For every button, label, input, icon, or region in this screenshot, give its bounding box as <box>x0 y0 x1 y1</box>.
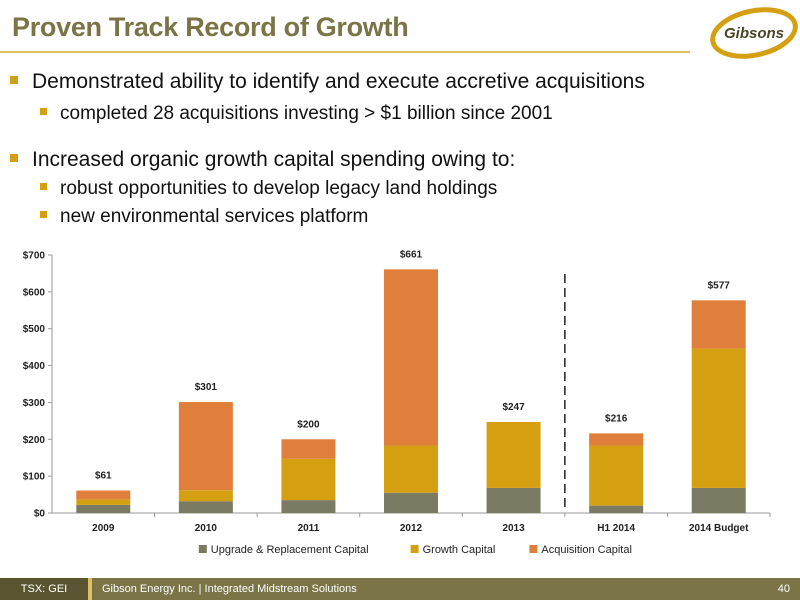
bullet-text: robust opportunities to develop legacy l… <box>60 178 498 199</box>
x-tick-label: 2013 <box>502 523 525 534</box>
bar-segment <box>281 439 336 459</box>
footer-divider <box>88 578 92 600</box>
bar-segment <box>384 445 438 493</box>
bullet-item: Demonstrated ability to identify and exe… <box>10 70 645 94</box>
legend-swatch <box>410 545 419 553</box>
y-tick-label: $200 <box>23 435 46 446</box>
y-tick-label: $100 <box>23 472 46 483</box>
sub-bullet-item: robust opportunities to develop legacy l… <box>40 178 497 200</box>
footer-company: Gibson Energy Inc. | Integrated Midstrea… <box>102 583 357 595</box>
title-underline <box>0 51 690 53</box>
bullet-item: Increased organic growth capital spendin… <box>10 148 515 172</box>
x-tick-label: H1 2014 <box>597 523 635 534</box>
footer-bar: TSX: GEI Gibson Energy Inc. | Integrated… <box>0 578 800 600</box>
bar-segment <box>486 487 541 513</box>
bar-segment <box>691 487 746 513</box>
x-tick-label: 2010 <box>195 523 218 534</box>
footer-ticker: TSX: GEI <box>0 578 88 600</box>
gibsons-logo: Gibsons <box>710 7 798 59</box>
bullet-text: new environmental services platform <box>60 206 369 227</box>
bar-segment <box>76 504 131 513</box>
bar-segment <box>76 490 131 500</box>
logo-wordmark: Gibsons <box>724 25 784 42</box>
bullet-square-icon <box>40 183 47 191</box>
bar-segment <box>589 445 644 506</box>
legend-swatch <box>198 545 207 553</box>
legend-label: Acquisition Capital <box>541 544 632 556</box>
x-tick-label: 2011 <box>298 523 320 534</box>
bullet-text: completed 28 acquisitions investing > $1… <box>60 103 553 124</box>
bar-segment <box>76 499 131 505</box>
bullet-square-icon <box>40 211 47 219</box>
bar-total-label: $61 <box>95 471 112 482</box>
bar-segment <box>178 490 233 502</box>
y-tick-label: $400 <box>23 361 46 372</box>
bullet-square-icon <box>10 76 18 85</box>
slide-title: Proven Track Record of Growth <box>12 12 409 42</box>
legend-swatch <box>529 545 538 553</box>
bar-total-label: $577 <box>708 280 731 291</box>
legend-label: Upgrade & Replacement Capital <box>211 544 369 556</box>
x-tick-label: 2014 Budget <box>689 523 749 534</box>
bar-segment <box>178 501 233 513</box>
y-tick-label: $0 <box>34 509 46 520</box>
page-number: 40 <box>777 583 790 595</box>
bar-total-label: $247 <box>502 402 525 413</box>
bar-segment <box>589 433 644 446</box>
bar-segment <box>691 300 746 349</box>
sub-bullet-item: new environmental services platform <box>40 206 368 228</box>
x-tick-label: 2009 <box>92 523 115 534</box>
bar-total-label: $216 <box>605 413 628 424</box>
bar-segment <box>486 421 541 488</box>
y-tick-label: $500 <box>23 324 46 335</box>
bar-segment <box>281 458 336 501</box>
bar-segment <box>384 492 438 513</box>
x-tick-label: 2012 <box>400 523 423 534</box>
bar-segment <box>281 500 336 513</box>
bullet-text: Demonstrated ability to identify and exe… <box>32 70 645 93</box>
bar-segment <box>178 402 233 491</box>
y-tick-label: $600 <box>23 287 46 298</box>
bar-segment <box>691 348 746 488</box>
y-tick-label: $300 <box>23 398 46 409</box>
bar-total-label: $301 <box>195 382 218 393</box>
bar-segment <box>384 269 438 446</box>
bar-total-label: $200 <box>297 419 320 430</box>
bar-segment <box>589 505 644 513</box>
legend-label: Growth Capital <box>423 544 496 556</box>
y-tick-label: $700 <box>23 251 46 262</box>
sub-bullet-item: completed 28 acquisitions investing > $1… <box>40 103 553 125</box>
bullet-square-icon <box>40 108 47 116</box>
capital-spending-chart: $0 $100 $200 $300 $400 $500 $600 $700 $61 2009 $30… <box>23 249 771 556</box>
bar-total-label: $661 <box>400 249 423 260</box>
bullet-square-icon <box>10 154 18 163</box>
bullet-text: Increased organic growth capital spendin… <box>32 148 516 171</box>
